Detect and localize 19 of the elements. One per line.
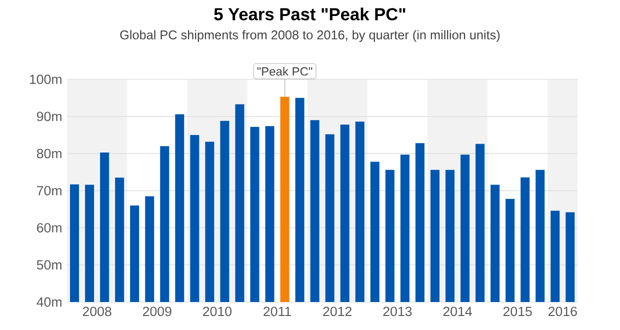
annotation: "Peak PC" — [257, 66, 312, 76]
x-tick-label: 2008 — [82, 306, 112, 316]
x-tick-label: 2015 — [503, 306, 532, 316]
x-tick-label: 2009 — [142, 306, 172, 316]
y-tick-label: 50m — [36, 260, 62, 270]
x-tick-label: 2016 — [548, 306, 577, 316]
x-tick-label: 2011 — [264, 306, 291, 316]
x-tick-label: 2013 — [383, 306, 412, 316]
y-tick-label: 100m — [30, 74, 62, 84]
x-tick-label: 2014 — [443, 306, 472, 316]
y-tick-label: 70m — [37, 186, 62, 196]
x-tick-label: 2010 — [203, 306, 232, 316]
y-tick-label: 90m — [36, 112, 62, 122]
x-tick-label: 2012 — [323, 306, 352, 316]
y-tick-label: 80m — [36, 148, 62, 158]
y-tick-label: 40m — [36, 297, 62, 307]
chart-subtitle: Global PC shipments from 2008 to 2016, by quarter (in million units) — [120, 30, 500, 42]
y-tick-label: 60m — [37, 223, 62, 232]
chart-title: 5 Years Past "Peak PC" — [214, 8, 406, 20]
